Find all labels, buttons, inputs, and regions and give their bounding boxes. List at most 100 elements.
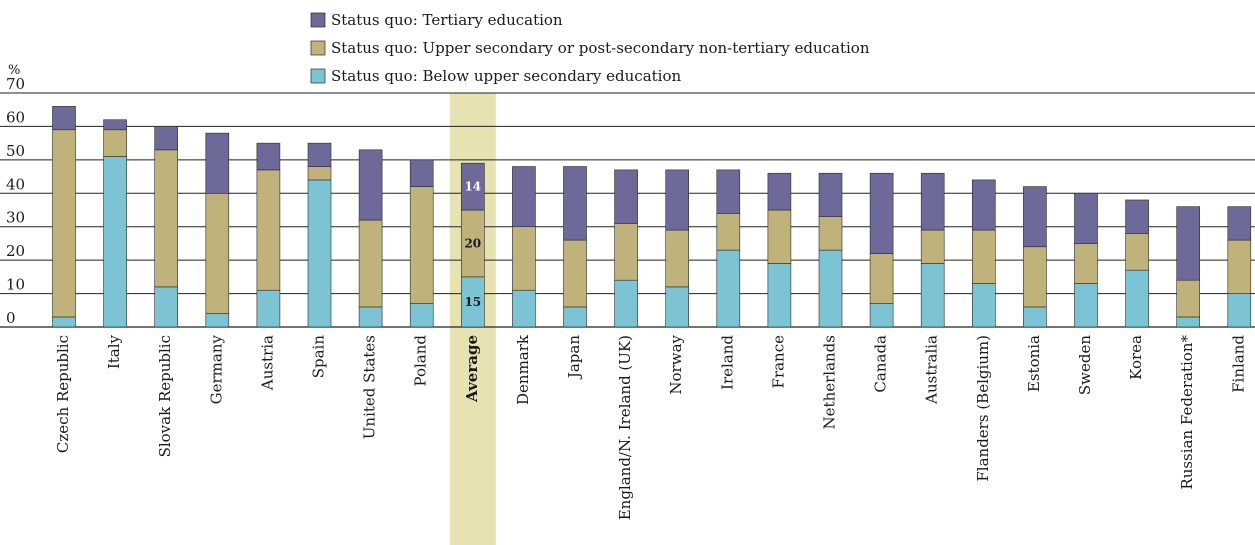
bar-segment — [1023, 186, 1047, 248]
bar-segment — [1227, 293, 1252, 328]
bar-segment — [256, 289, 281, 328]
bar-segment — [665, 286, 690, 328]
bar-segment — [103, 129, 127, 157]
legend-swatch — [310, 40, 326, 56]
bar-segment — [154, 286, 178, 328]
category-label: Japan — [565, 335, 583, 381]
category-label: United States — [361, 335, 379, 439]
category-label: England/N. Ireland (UK) — [616, 335, 634, 520]
bar-segment — [307, 142, 332, 167]
bar-segment — [205, 313, 230, 328]
category-label: Ireland — [718, 335, 736, 390]
bar-segment — [920, 172, 945, 231]
bar-segment — [1176, 316, 1200, 328]
bar-segment — [614, 223, 638, 281]
bar-segment — [409, 303, 434, 328]
bar-segment — [716, 169, 741, 214]
category-label: Austria — [258, 335, 276, 391]
bar-segment — [1125, 233, 1149, 271]
bar-segment — [971, 283, 996, 328]
bar-segment — [358, 306, 383, 328]
bar-segment — [307, 179, 332, 328]
bar-segment — [52, 106, 76, 131]
y-tick-label: 50 — [6, 142, 25, 160]
legend-label: Status quo: Upper secondary or post-seco… — [331, 39, 870, 57]
bar-segment — [665, 229, 690, 288]
legend-label: Status quo: Below upper secondary educat… — [331, 67, 681, 85]
bar-segment — [1074, 243, 1098, 284]
bar-segment — [665, 169, 690, 231]
bar-segment — [614, 279, 638, 328]
category-label: Sweden — [1076, 335, 1094, 395]
bar-segment — [358, 149, 383, 221]
category-label: Average — [463, 335, 481, 403]
category-labels: Czech Republic Italy Slovak Republic German… — [54, 334, 1247, 520]
bar-segment — [409, 159, 434, 187]
bar-segment — [869, 172, 894, 254]
legend-swatch — [310, 68, 326, 84]
category-label: Netherlands — [821, 335, 839, 429]
bar-segment — [205, 192, 230, 314]
bar-segment — [1125, 269, 1149, 328]
bar-segment — [512, 226, 536, 291]
bar-segment — [971, 179, 996, 231]
bar-segment — [1176, 206, 1200, 281]
bar-segment — [52, 316, 76, 328]
bar-segment — [818, 172, 843, 217]
bar-segment — [818, 216, 843, 251]
category-label: France — [769, 335, 787, 389]
y-tick-label: 40 — [6, 175, 25, 193]
data-label: 14 — [464, 180, 481, 194]
bar-segment — [1023, 306, 1047, 328]
bar-segment — [1176, 279, 1200, 318]
bar-segment — [614, 169, 638, 224]
bar-segment — [512, 166, 536, 228]
bar-segment — [154, 149, 178, 288]
bars: 15 20 14 — [52, 106, 1252, 328]
y-tick-label: 60 — [6, 108, 25, 126]
y-tick-label: 10 — [6, 276, 25, 294]
bar-segment — [256, 169, 281, 291]
y-tick-label: 30 — [6, 209, 25, 227]
data-label: 20 — [464, 236, 481, 250]
y-unit-label: % — [8, 63, 20, 78]
y-axis-ticks: 0 10 20 30 40 50 60 70 — [6, 75, 25, 327]
bar-segment — [1074, 192, 1098, 244]
bar-segment — [1125, 199, 1149, 234]
category-label: Norway — [667, 334, 685, 394]
bar-segment — [103, 156, 127, 328]
bar-segment — [52, 129, 76, 318]
legend-swatch — [310, 12, 326, 28]
bar-segment — [103, 119, 127, 131]
category-label: Russian Federation* — [1178, 335, 1196, 490]
bar-segment — [869, 253, 894, 304]
bar-segment — [920, 229, 945, 264]
bar-segment — [920, 263, 945, 328]
category-label: Germany — [207, 334, 225, 404]
y-tick-label: 70 — [6, 75, 25, 93]
legend: Status quo: Tertiary education Status quo… — [310, 11, 870, 85]
category-label: Italy — [105, 334, 123, 369]
category-label: Finland — [1229, 335, 1247, 393]
category-label: Czech Republic — [54, 335, 72, 453]
bar-segment — [563, 306, 587, 328]
bar-segment — [1074, 283, 1098, 328]
bar-segment — [971, 229, 996, 284]
bar-segment — [1227, 206, 1252, 241]
y-tick-label: 0 — [6, 309, 16, 327]
bar-segment — [818, 249, 843, 328]
bar-segment — [512, 289, 536, 328]
bar-segment — [716, 213, 741, 251]
category-label: Spain — [310, 335, 328, 379]
bar-segment — [409, 186, 434, 304]
legend-label: Status quo: Tertiary education — [331, 11, 563, 29]
bar-segment — [563, 239, 587, 308]
y-tick-label: 20 — [6, 242, 25, 260]
category-label: Australia — [923, 335, 941, 405]
bar-segment — [767, 263, 792, 328]
bar-segment — [460, 162, 485, 211]
bar-segment — [716, 249, 741, 328]
category-label: Korea — [1127, 335, 1145, 380]
bar-segment — [154, 126, 178, 151]
category-label: Denmark — [514, 334, 532, 405]
